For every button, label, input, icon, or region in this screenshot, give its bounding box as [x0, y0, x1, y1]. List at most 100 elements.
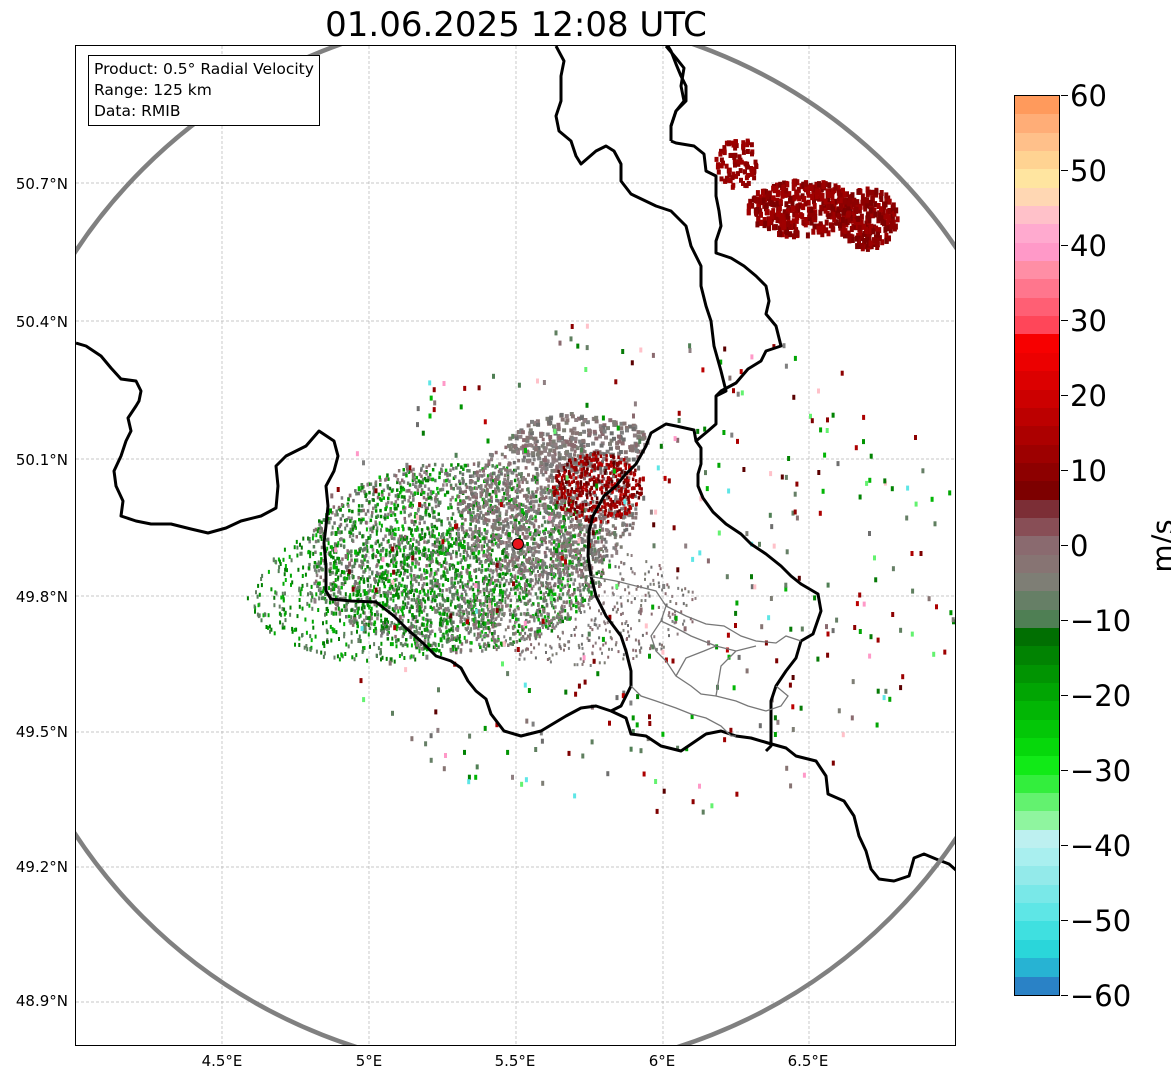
velocity-echo	[570, 436, 575, 441]
velocity-echo	[634, 511, 638, 516]
velocity-echo	[556, 496, 560, 501]
velocity-echo	[528, 556, 531, 561]
velocity-echo	[314, 539, 318, 544]
velocity-echo	[504, 600, 507, 604]
velocity-echo	[511, 504, 514, 508]
velocity-echo	[621, 437, 626, 442]
velocity-echo	[437, 491, 440, 495]
velocity-echo	[560, 482, 563, 487]
velocity-echo	[551, 592, 554, 597]
velocity-echo	[322, 586, 325, 591]
velocity-echo	[444, 557, 447, 562]
velocity-echo	[448, 479, 451, 484]
velocity-echo	[374, 631, 378, 636]
velocity-echo	[375, 610, 379, 615]
velocity-echo	[516, 450, 520, 455]
velocity-echo	[374, 483, 378, 488]
velocity-echo	[459, 648, 463, 652]
velocity-echo	[538, 629, 542, 633]
velocity-echo	[525, 435, 530, 440]
velocity-echo	[563, 572, 566, 576]
velocity-echo	[523, 526, 527, 530]
velocity-echo	[446, 490, 450, 495]
velocity-echo	[578, 490, 581, 494]
velocity-echo	[548, 505, 551, 509]
radar-map[interactable]	[75, 45, 956, 1046]
velocity-echo	[574, 470, 579, 475]
velocity-echo	[536, 596, 539, 600]
velocity-echo	[496, 639, 498, 643]
velocity-echo	[410, 551, 414, 555]
velocity-echo	[395, 592, 398, 596]
velocity-echo	[344, 565, 348, 569]
velocity-echo	[401, 560, 404, 565]
velocity-echo	[560, 583, 564, 587]
velocity-echo	[379, 508, 382, 513]
velocity-echo	[543, 502, 547, 507]
velocity-echo	[385, 552, 388, 557]
velocity-echo	[513, 521, 517, 525]
velocity-echo	[370, 622, 373, 626]
radar-map-canvas[interactable]	[76, 46, 956, 1046]
velocity-echo	[473, 613, 476, 617]
velocity-echo	[386, 620, 390, 624]
velocity-echo	[383, 581, 386, 586]
velocity-echo	[484, 647, 488, 651]
velocity-echo	[459, 539, 462, 543]
velocity-echo	[404, 642, 407, 646]
velocity-echo	[366, 598, 369, 602]
velocity-echo	[605, 532, 609, 536]
velocity-echo	[568, 600, 572, 604]
velocity-echo	[284, 591, 286, 596]
velocity-echo	[296, 553, 299, 558]
velocity-echo	[544, 598, 548, 603]
velocity-echo	[362, 542, 365, 546]
velocity-echo	[392, 563, 395, 568]
velocity-echo	[537, 507, 541, 512]
velocity-echo	[460, 605, 463, 609]
velocity-echo	[524, 625, 528, 629]
velocity-echo	[426, 556, 429, 561]
velocity-echo	[634, 468, 637, 473]
velocity-echo	[567, 480, 570, 484]
velocity-echo	[568, 508, 571, 512]
velocity-echo	[498, 462, 502, 466]
velocity-echo	[345, 615, 348, 619]
velocity-echo	[459, 487, 462, 492]
velocity-echo	[572, 465, 575, 470]
velocity-echo	[372, 552, 375, 557]
velocity-echo	[638, 486, 641, 490]
velocity-echo	[487, 641, 490, 646]
velocity-echo	[516, 495, 519, 499]
velocity-echo	[417, 631, 420, 635]
velocity-echo	[396, 480, 399, 485]
velocity-echo	[378, 521, 381, 526]
velocity-echo	[370, 544, 374, 549]
velocity-echo	[458, 547, 460, 552]
velocity-echo	[627, 508, 630, 512]
velocity-echo	[441, 547, 445, 551]
velocity-echo	[483, 528, 486, 532]
velocity-echo	[446, 517, 450, 521]
velocity-echo	[497, 517, 501, 522]
velocity-echo	[562, 474, 565, 478]
velocity-echo	[410, 621, 413, 626]
velocity-echo	[273, 595, 276, 600]
velocity-echo	[607, 511, 611, 516]
velocity-echo	[527, 526, 531, 530]
velocity-echo	[350, 615, 353, 620]
velocity-echo	[620, 512, 623, 516]
velocity-echo	[548, 548, 552, 553]
velocity-echo	[539, 492, 543, 496]
velocity-echo	[437, 518, 441, 522]
velocity-echo	[542, 607, 545, 612]
velocity-echo	[475, 470, 479, 474]
velocity-echo	[512, 499, 515, 504]
velocity-echo	[577, 461, 581, 466]
velocity-echo	[369, 608, 372, 613]
velocity-echo	[443, 635, 446, 640]
velocity-echo	[436, 647, 438, 652]
velocity-echo	[471, 551, 475, 556]
velocity-echo	[499, 600, 503, 605]
velocity-echo	[485, 576, 488, 581]
